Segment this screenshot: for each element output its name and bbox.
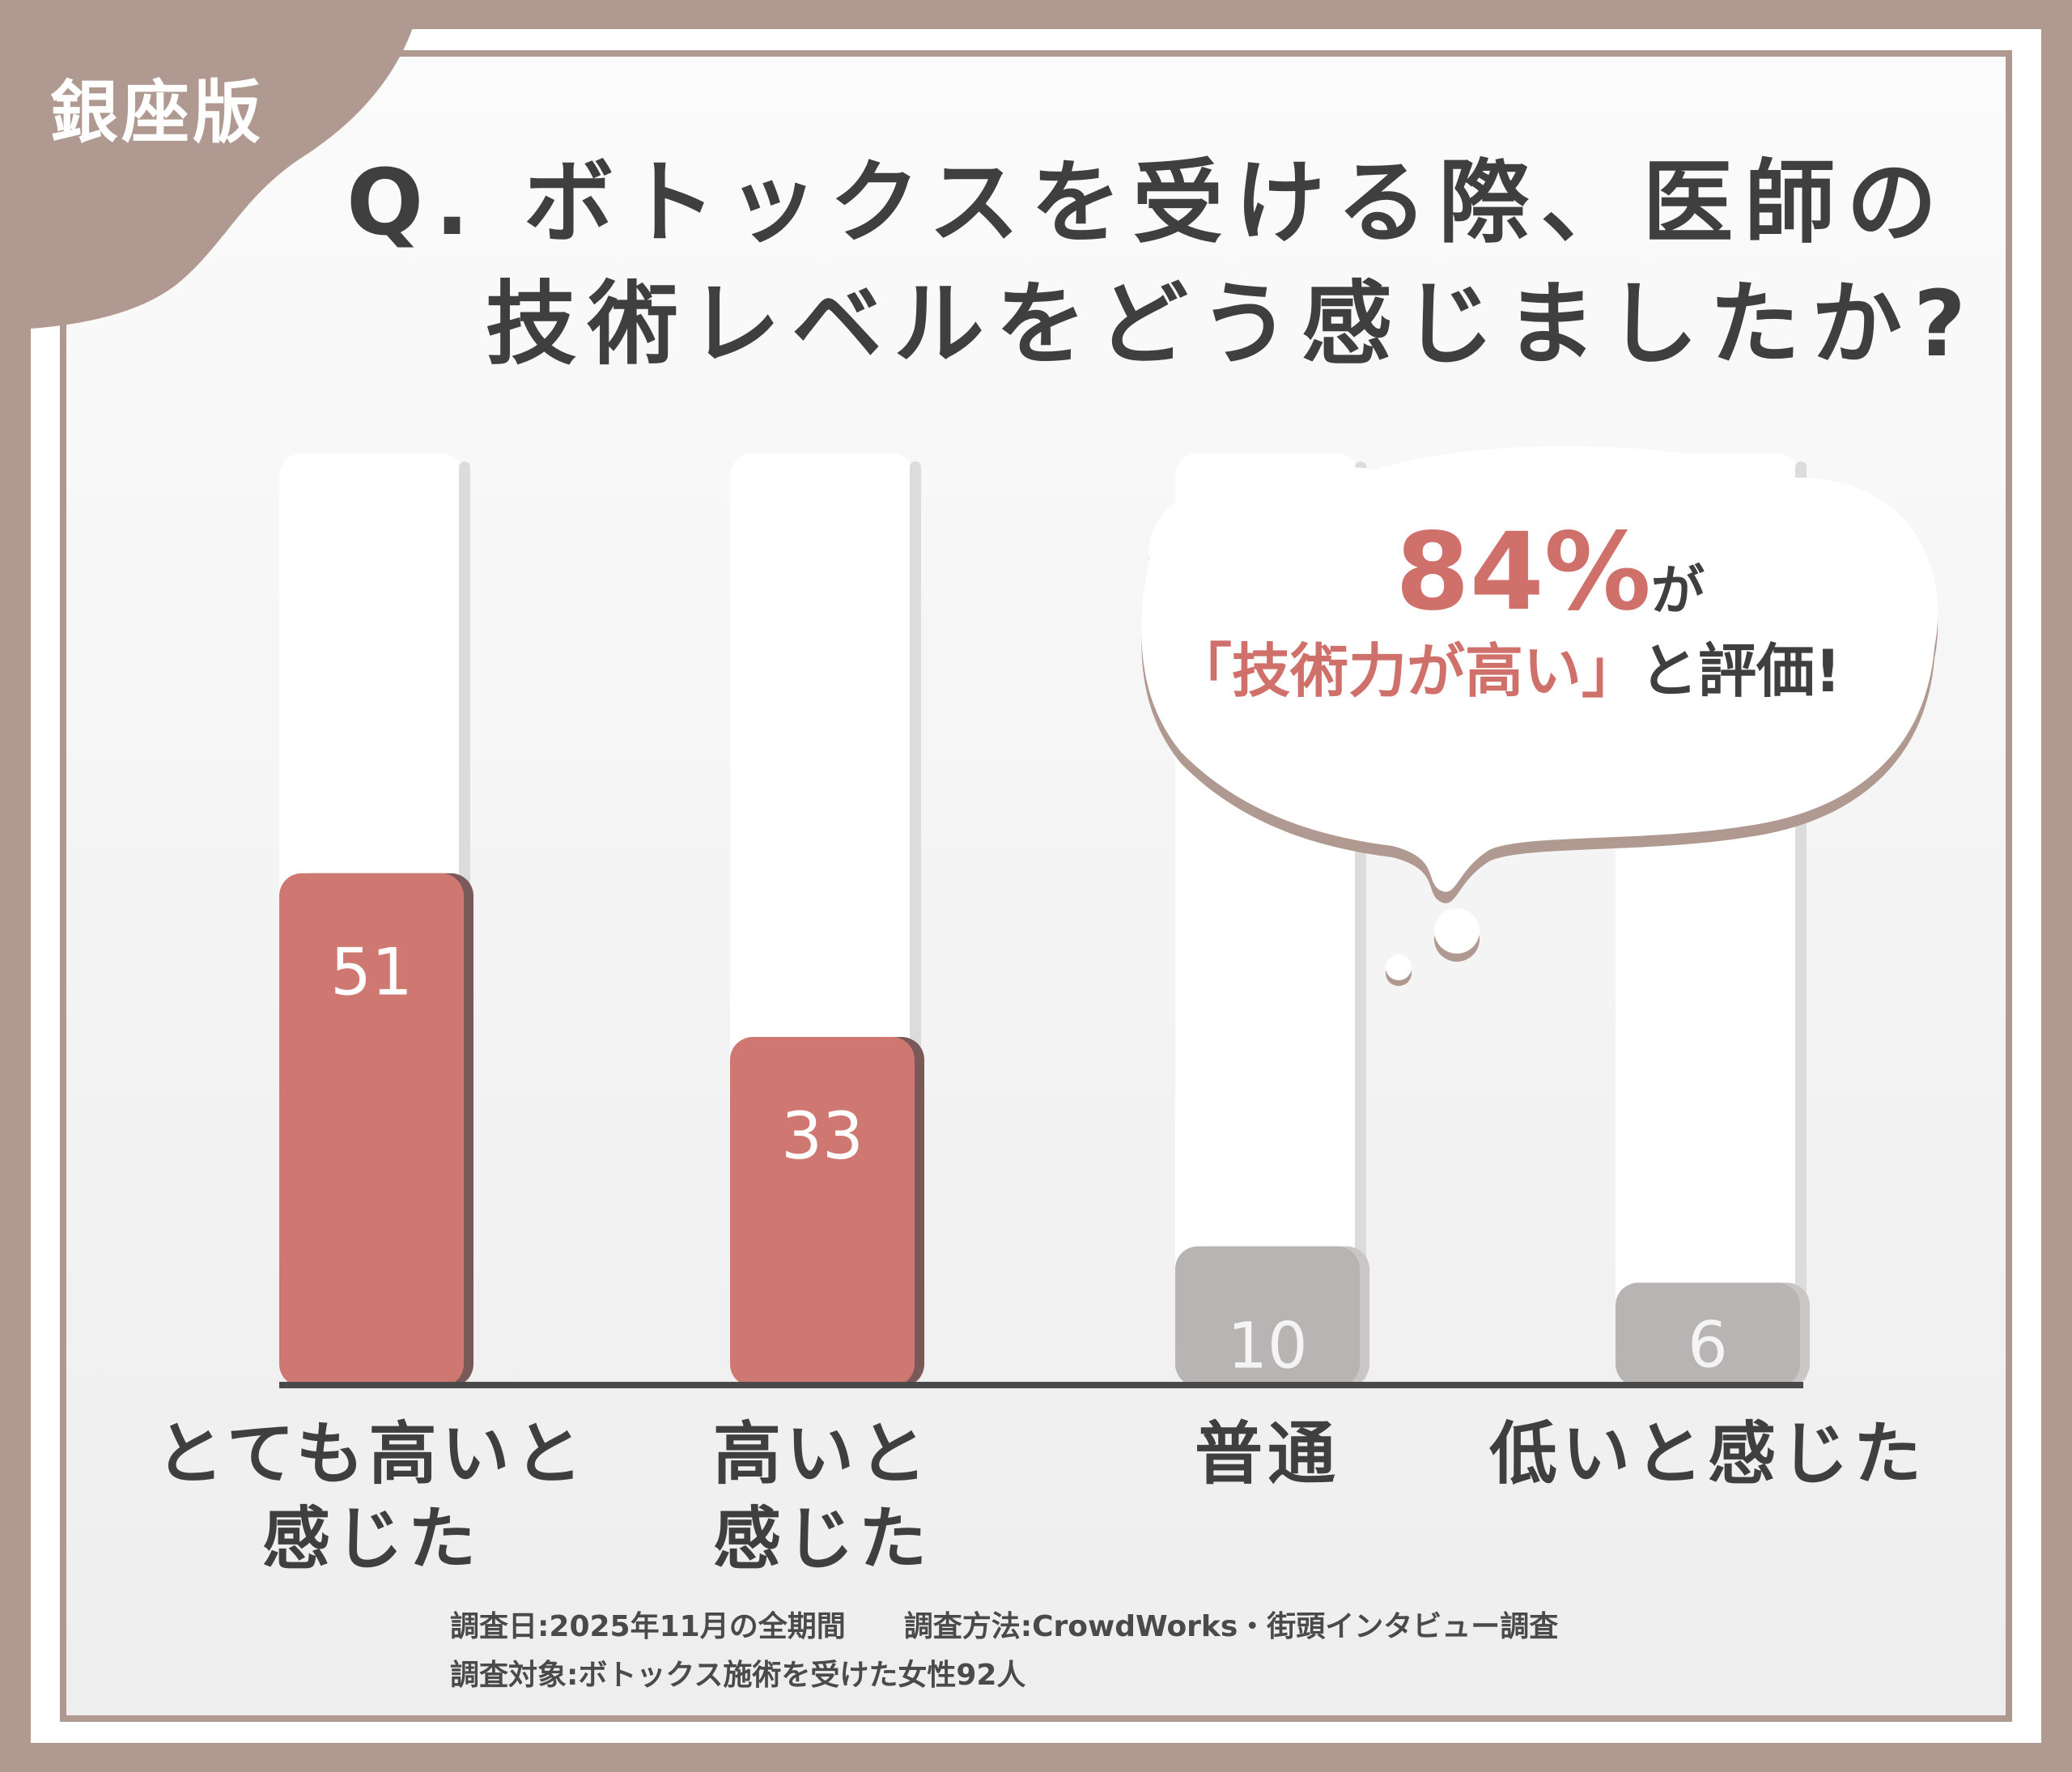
x-tick-label-0-line1: とても高いと xyxy=(155,1414,587,1494)
callout-line1: 84%が xyxy=(1395,510,1705,635)
bar-3 xyxy=(1616,1282,1800,1387)
bar-value-label-2: 10 xyxy=(1227,1311,1307,1383)
question-title-line2: 技術レベルをどう感じましたか? xyxy=(486,272,1977,377)
question-title-line1: Q. ボトックスを受ける際、医師の xyxy=(346,151,1949,256)
callout-bubble xyxy=(1141,446,1938,986)
bar-2 xyxy=(1175,1246,1360,1387)
callout-particle: が xyxy=(1650,559,1705,622)
callout-tail: と評価! xyxy=(1640,637,1841,705)
x-tick-label-2: 普通 xyxy=(1195,1414,1340,1494)
callout-quote-text: 技術力が高い xyxy=(1232,637,1582,705)
bar-0 xyxy=(279,873,464,1387)
callout-quote-close: 」 xyxy=(1582,637,1641,705)
callout-percent: 84% xyxy=(1395,510,1651,635)
bar-1 xyxy=(730,1037,915,1387)
x-tick-label-1-line1: 高いと xyxy=(713,1414,932,1494)
bar-value-label-1: 33 xyxy=(781,1098,864,1174)
callout-quote-open: 「 xyxy=(1174,637,1233,705)
corner-badge-shape xyxy=(0,0,421,330)
survey-note-line2: 調査対象:ボトックス施術を受けた女性92人 xyxy=(450,1659,1026,1692)
survey-note-line1: 調査日:2025年11月の全期間 調査方法:CrowdWorks・街頭インタビュ… xyxy=(450,1610,1559,1643)
callout-line2: 「技術力が高い」と評価! xyxy=(1174,623,1841,708)
bar-value-label-0: 51 xyxy=(330,935,413,1010)
x-tick-label-1-line2: 感じた xyxy=(713,1499,932,1579)
bar-value-label-3: 6 xyxy=(1688,1310,1728,1383)
x-tick-label-3: 低いと感じた xyxy=(1489,1414,1926,1494)
region-badge: 銀座版 xyxy=(50,73,265,152)
x-tick-label-0-line2: 感じた xyxy=(262,1499,481,1579)
